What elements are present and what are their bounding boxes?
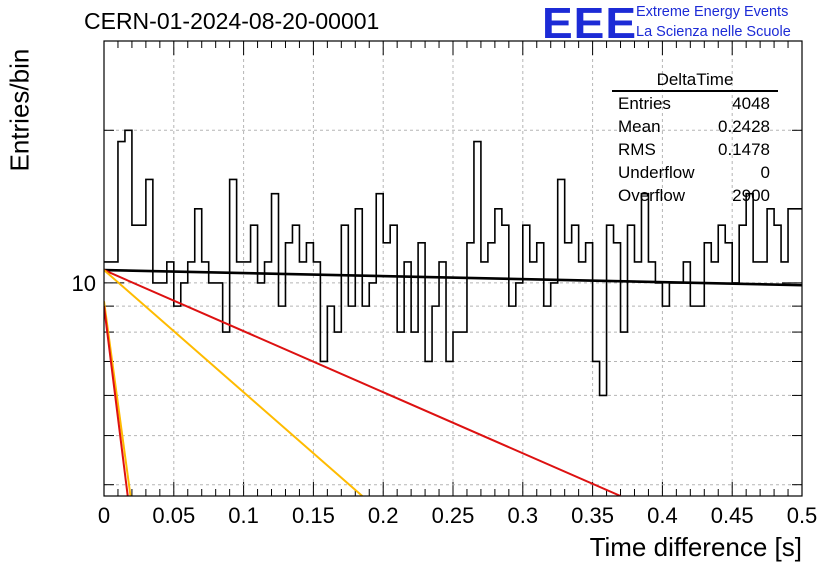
x-tick-label: 0.4	[647, 503, 678, 528]
stats-label: Mean	[618, 117, 661, 136]
x-tick-label: 0.3	[508, 503, 539, 528]
stats-row: Mean 0.2428	[612, 115, 778, 138]
stats-row: Underflow 0	[612, 161, 778, 184]
x-axis-label: Time difference [s]	[589, 532, 802, 562]
stats-value: 4048	[732, 94, 770, 113]
x-tick-label: 0.45	[711, 503, 754, 528]
chart-title: CERN-01-2024-08-20-00001	[84, 8, 380, 34]
x-tick-label: 0.05	[152, 503, 195, 528]
stats-value: 0	[760, 163, 770, 182]
logo-line-2: La Scienza nelle Scuole	[636, 24, 791, 40]
x-tick-label: 0.25	[432, 503, 475, 528]
x-tick-label: 0.2	[368, 503, 399, 528]
stats-title: DeltaTime	[612, 70, 778, 92]
stats-label: Entries	[618, 94, 671, 113]
stats-row: RMS 0.1478	[612, 138, 778, 161]
fit-curve	[104, 269, 363, 496]
eee-logo: EEE	[542, 0, 638, 48]
fit-curve	[104, 306, 129, 496]
stats-label: Underflow	[618, 163, 695, 182]
x-tick-label: 0.15	[292, 503, 335, 528]
plot-frame	[103, 40, 803, 497]
stats-value: 2900	[732, 186, 770, 205]
fit-curve	[104, 269, 621, 496]
stats-value: 0.2428	[718, 117, 770, 136]
logo-line-1: Extreme Energy Events	[636, 4, 789, 20]
stats-row: Entries 4048	[612, 92, 778, 115]
y-tick-label: 10	[72, 271, 96, 296]
fit-curve	[104, 268, 802, 287]
stats-label: Overflow	[618, 186, 686, 205]
stats-label: RMS	[618, 140, 656, 159]
stats-row: Overflow 2900	[612, 184, 778, 207]
x-tick-label: 0.5	[787, 503, 818, 528]
stats-box: DeltaTime Entries 4048 Mean 0.2428 RMS 0.14…	[612, 70, 778, 207]
y-axis-label: Entries/bin	[4, 48, 35, 172]
stats-value: 0.1478	[718, 140, 770, 159]
x-tick-label: 0.1	[228, 503, 259, 528]
x-tick-label: 0	[98, 503, 110, 528]
x-tick-label: 0.35	[571, 503, 614, 528]
